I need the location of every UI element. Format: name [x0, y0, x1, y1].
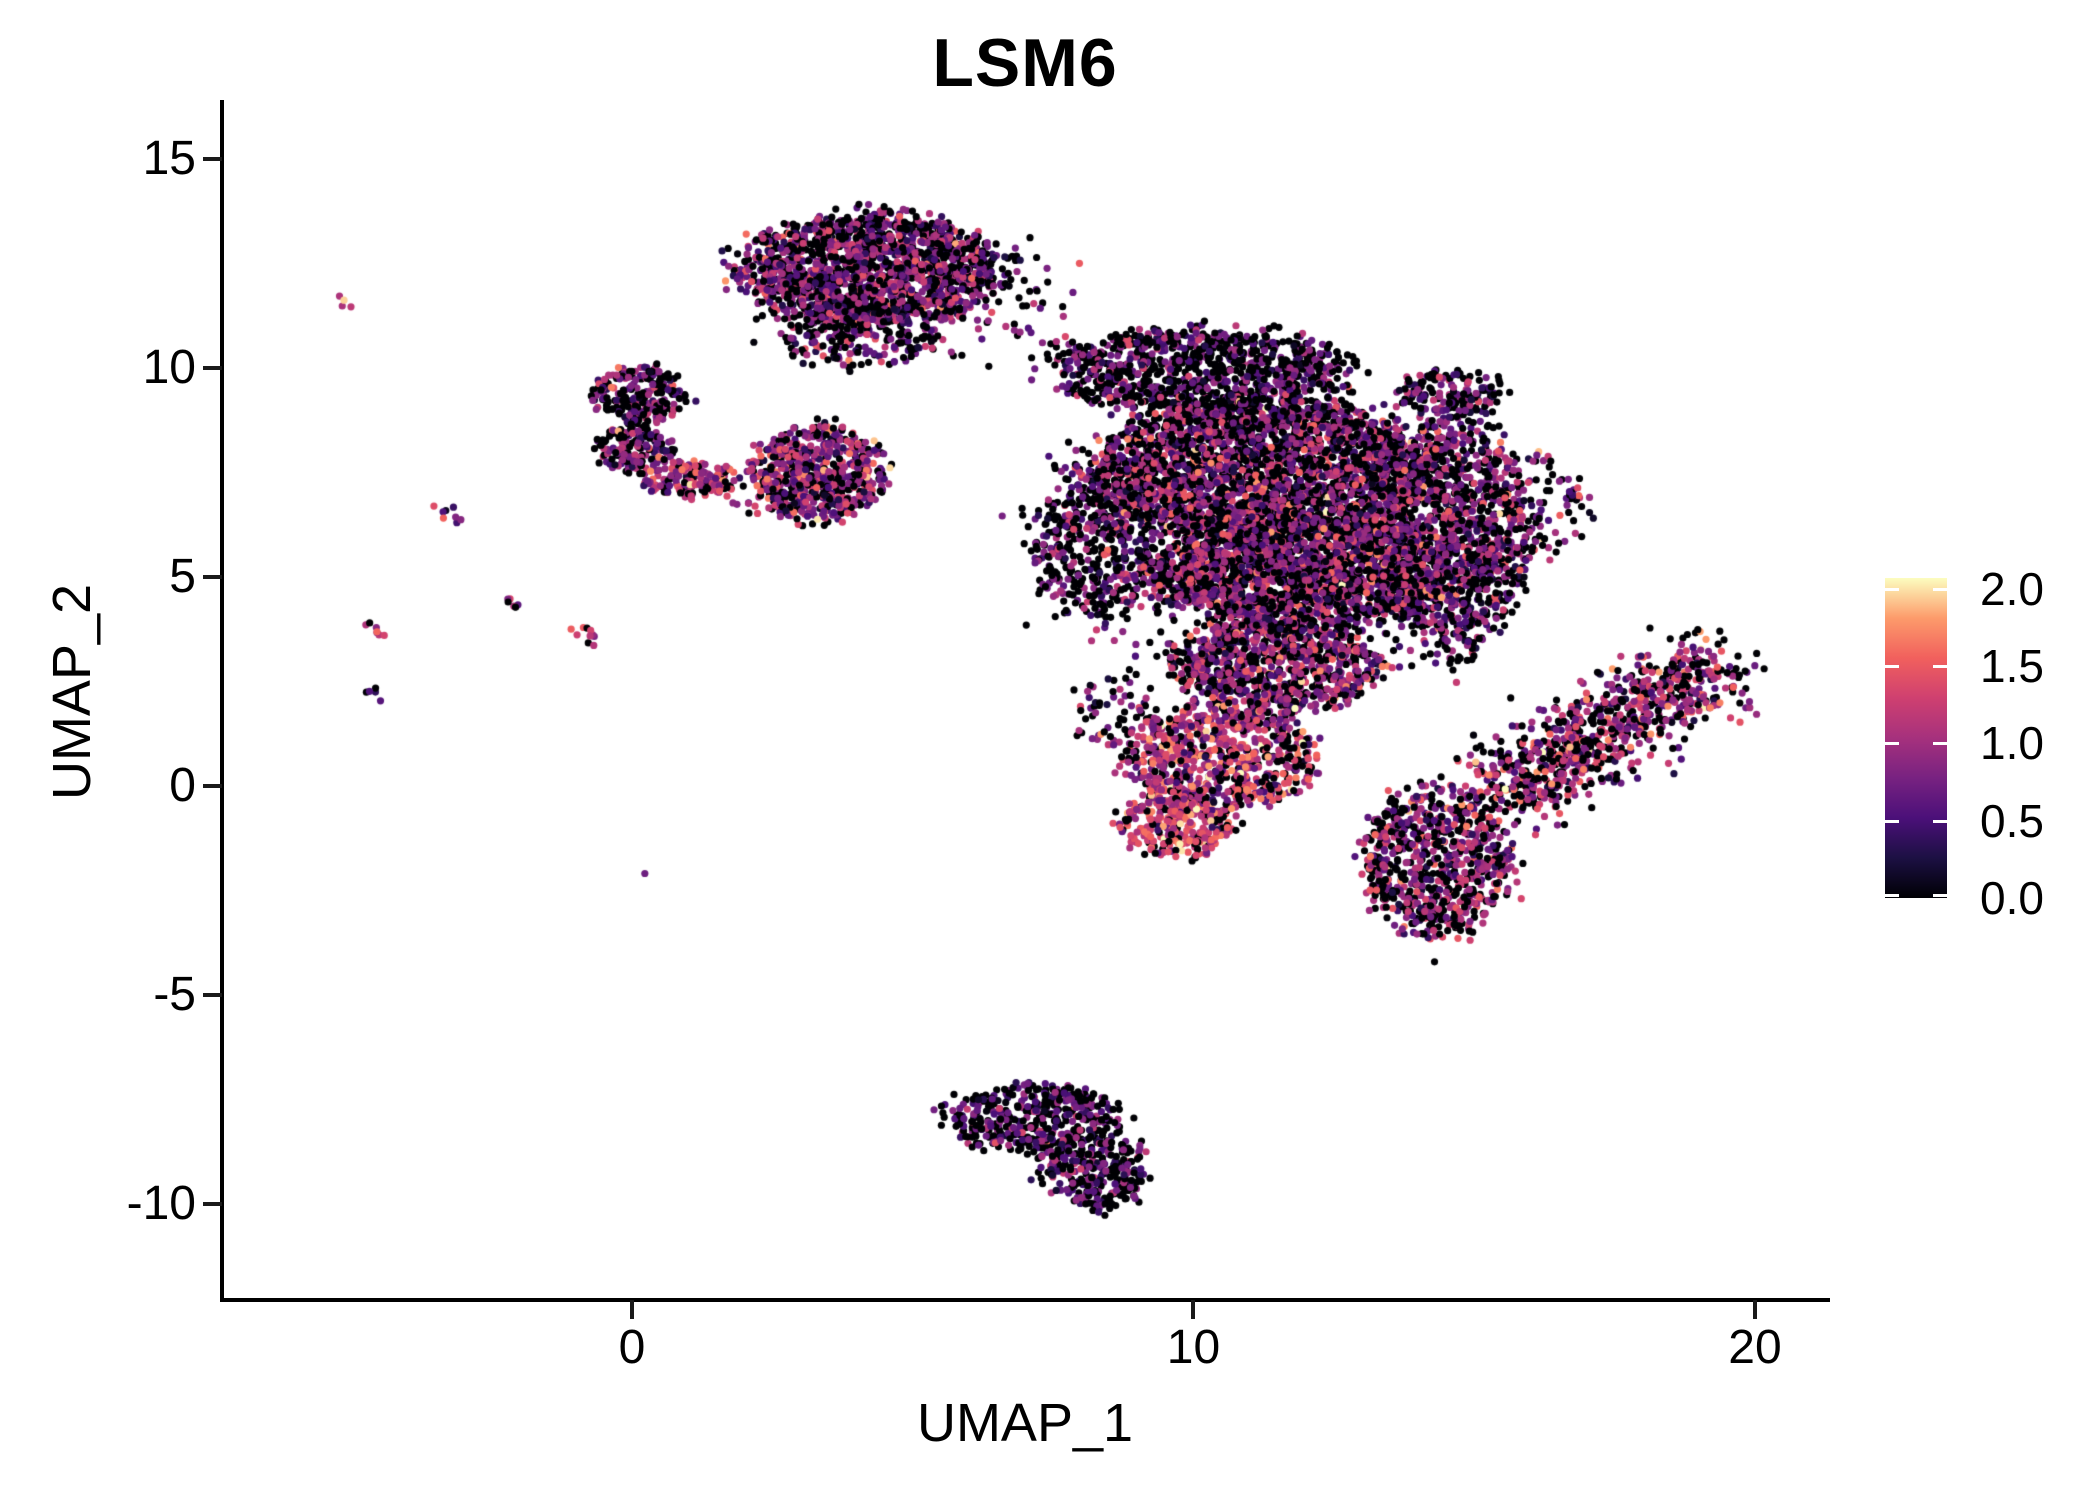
- y-tick-mark: [203, 1201, 222, 1206]
- y-tick-mark: [203, 365, 222, 370]
- y-tick-mark: [203, 992, 222, 997]
- colorbar-tick-label: 1.0: [1980, 717, 2044, 770]
- y-tick-label: 5: [169, 549, 196, 603]
- colorbar-tick-mark: [1933, 587, 1947, 591]
- x-tick-label: 0: [618, 1321, 646, 1374]
- colorbar-tick-label: 0.5: [1980, 794, 2044, 847]
- colorbar-tick-mark: [1885, 742, 1899, 746]
- x-axis-title: UMAP_1: [916, 1393, 1134, 1453]
- colorbar-tick-mark: [1885, 587, 1899, 591]
- y-axis-line: [220, 100, 224, 1302]
- x-tick-mark: [1191, 1300, 1196, 1319]
- y-tick-label: 0: [169, 758, 196, 812]
- colorbar-tick-mark: [1885, 819, 1899, 823]
- colorbar-tick-mark: [1933, 819, 1947, 823]
- y-tick-label: 15: [142, 131, 196, 185]
- x-tick-mark: [629, 1300, 634, 1319]
- y-tick-label: 10: [142, 340, 196, 394]
- x-tick-label: 20: [1728, 1321, 1782, 1374]
- colorbar-tick-mark: [1885, 894, 1899, 897]
- y-tick-label: -10: [126, 1176, 196, 1230]
- colorbar-tick-mark: [1885, 665, 1899, 669]
- plot-title: LSM6: [932, 25, 1118, 101]
- x-tick-label: 10: [1166, 1321, 1221, 1374]
- colorbar-tick-mark: [1933, 894, 1947, 897]
- y-tick-mark: [203, 156, 222, 161]
- y-tick-label: -5: [153, 967, 196, 1021]
- colorbar-gradient: [1885, 578, 1947, 898]
- colorbar-tick-mark: [1933, 742, 1947, 746]
- colorbar-tick-label: 0.0: [1980, 872, 2044, 924]
- x-axis-line: [220, 1298, 1830, 1302]
- colorbar-tick-mark: [1933, 665, 1947, 669]
- y-axis-title: UMAP_2: [42, 583, 102, 801]
- colorbar-tick-label: 1.5: [1980, 640, 2044, 693]
- x-tick-mark: [1753, 1300, 1757, 1319]
- y-tick-mark: [203, 783, 222, 788]
- y-tick-mark: [203, 574, 222, 579]
- colorbar-tick-label: 2.0: [1980, 562, 2044, 615]
